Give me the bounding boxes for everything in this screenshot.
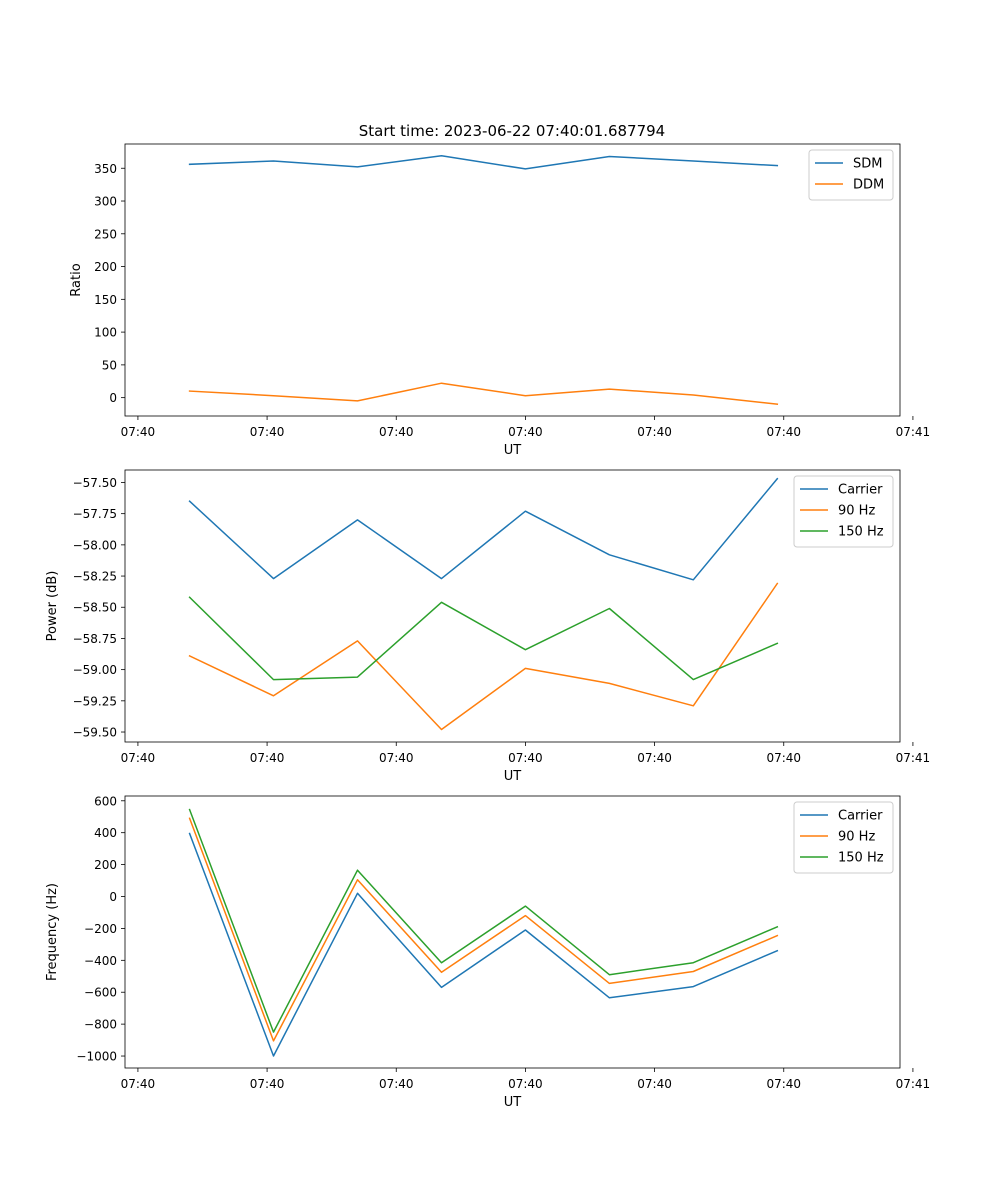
subplot-1: 07:40 07:40 07:40 07:40 07:40 07:40 07:41 0 50 10… bbox=[69, 143, 931, 458]
axes-frame bbox=[124, 795, 901, 1069]
subplots: 07:40 07:40 07:40 07:40 07:40 07:40 07:41 0 50 10… bbox=[45, 143, 931, 1110]
y-tick-label: −58.50 bbox=[73, 601, 117, 615]
y-axis-label: Power (dB) bbox=[45, 571, 60, 642]
x-tick-label: 07:41 bbox=[896, 425, 931, 439]
x-tick-label: 07:40 bbox=[121, 425, 156, 439]
series-line-carrier bbox=[188, 832, 779, 1057]
y-tick-label: −59.00 bbox=[73, 663, 117, 677]
series-line-90-hz bbox=[188, 582, 779, 731]
x-axis-label: UT bbox=[504, 443, 522, 458]
legend-label: 150 Hz bbox=[838, 851, 884, 866]
y-tick-label: 300 bbox=[94, 195, 117, 209]
x-tick-label: 07:40 bbox=[250, 751, 285, 765]
y-tick-label: 200 bbox=[94, 858, 117, 872]
series-line-150-hz bbox=[188, 808, 779, 1033]
y-tick-label: −59.50 bbox=[73, 726, 117, 740]
series-lines bbox=[188, 808, 779, 1057]
legend-label: 150 Hz bbox=[838, 525, 884, 540]
x-tick-label: 07:40 bbox=[508, 1077, 543, 1091]
y-ticks: −1000 −800 −600 −400 −200 0 200 400 600 bbox=[76, 794, 125, 1064]
x-tick-label: 07:41 bbox=[896, 1077, 931, 1091]
y-tick-label: −58.00 bbox=[73, 538, 117, 552]
y-tick-label: 200 bbox=[94, 260, 117, 274]
series-line-90-hz bbox=[188, 817, 779, 1042]
x-tick-label: 07:40 bbox=[637, 425, 672, 439]
x-tick-label: 07:40 bbox=[121, 751, 156, 765]
y-tick-label: −57.75 bbox=[73, 507, 117, 521]
y-tick-label: 250 bbox=[94, 227, 117, 241]
x-tick-label: 07:40 bbox=[508, 751, 543, 765]
y-tick-label: 0 bbox=[109, 391, 117, 405]
x-tick-label: 07:40 bbox=[379, 1077, 414, 1091]
y-axis-label: Frequency (Hz) bbox=[45, 883, 60, 981]
y-tick-label: −400 bbox=[84, 954, 117, 968]
x-tick-label: 07:40 bbox=[250, 425, 285, 439]
legend-label: 90 Hz bbox=[838, 830, 875, 845]
y-ticks: −59.50 −59.25 −59.00 −58.75 −58.50 −58.25 −58.… bbox=[73, 476, 125, 740]
legend-label: 90 Hz bbox=[838, 504, 875, 519]
subplot-3: 07:40 07:40 07:40 07:40 07:40 07:40 07:41 −1000… bbox=[45, 794, 930, 1110]
y-tick-label: −58.25 bbox=[73, 570, 117, 584]
y-tick-label: 400 bbox=[94, 826, 117, 840]
axes-frame bbox=[124, 143, 901, 417]
y-tick-label: −1000 bbox=[76, 1050, 117, 1064]
y-tick-label: −58.75 bbox=[73, 632, 117, 646]
legend-label: Carrier bbox=[838, 809, 883, 824]
y-tick-label: −600 bbox=[84, 986, 117, 1000]
x-ticks: 07:40 07:40 07:40 07:40 07:40 07:40 07:41 bbox=[121, 742, 931, 765]
x-tick-label: 07:41 bbox=[896, 751, 931, 765]
legend-box bbox=[793, 475, 894, 548]
x-tick-label: 07:40 bbox=[766, 751, 801, 765]
legend: SDM DDM bbox=[808, 149, 894, 201]
subplot-2: 07:40 07:40 07:40 07:40 07:40 07:40 07:41 −59.5… bbox=[45, 469, 931, 784]
x-tick-label: 07:40 bbox=[766, 1077, 801, 1091]
y-tick-label: −57.50 bbox=[73, 476, 117, 490]
x-axis-label: UT bbox=[504, 769, 522, 784]
x-axis-label: UT bbox=[504, 1095, 522, 1110]
y-tick-label: 350 bbox=[94, 162, 117, 176]
y-tick-label: 0 bbox=[109, 890, 117, 904]
legend-box bbox=[793, 801, 894, 874]
x-tick-label: 07:40 bbox=[250, 1077, 285, 1091]
x-ticks: 07:40 07:40 07:40 07:40 07:40 07:40 07:41 bbox=[121, 416, 931, 439]
x-tick-label: 07:40 bbox=[637, 751, 672, 765]
x-tick-label: 07:40 bbox=[508, 425, 543, 439]
y-tick-label: −800 bbox=[84, 1018, 117, 1032]
y-tick-label: 600 bbox=[94, 794, 117, 808]
x-tick-label: 07:40 bbox=[379, 425, 414, 439]
figure-title: Start time: 2023-06-22 07:40:01.687794 bbox=[359, 122, 665, 140]
series-line-ddm bbox=[188, 382, 779, 406]
series-lines bbox=[188, 477, 779, 731]
y-tick-label: 100 bbox=[94, 326, 117, 340]
y-tick-label: −59.25 bbox=[73, 694, 117, 708]
x-ticks: 07:40 07:40 07:40 07:40 07:40 07:40 07:41 bbox=[121, 1068, 931, 1091]
y-tick-label: −200 bbox=[84, 922, 117, 936]
axes-frame bbox=[124, 469, 901, 743]
legend-label: SDM bbox=[853, 157, 882, 172]
legend: Carrier 90 Hz 150 Hz bbox=[793, 475, 894, 548]
series-line-sdm bbox=[188, 155, 779, 170]
y-ticks: 0 50 100 150 200 250 300 350 bbox=[94, 162, 125, 405]
x-tick-label: 07:40 bbox=[121, 1077, 156, 1091]
series-line-carrier bbox=[188, 477, 779, 581]
y-axis-label: Ratio bbox=[69, 263, 84, 296]
series-line-150-hz bbox=[188, 596, 779, 681]
x-tick-label: 07:40 bbox=[766, 425, 801, 439]
legend-label: Carrier bbox=[838, 483, 883, 498]
x-tick-label: 07:40 bbox=[379, 751, 414, 765]
series-lines bbox=[188, 155, 779, 406]
legend-label: DDM bbox=[853, 178, 884, 193]
x-tick-label: 07:40 bbox=[637, 1077, 672, 1091]
legend: Carrier 90 Hz 150 Hz bbox=[793, 801, 894, 874]
y-tick-label: 50 bbox=[102, 358, 117, 372]
y-tick-label: 150 bbox=[94, 293, 117, 307]
